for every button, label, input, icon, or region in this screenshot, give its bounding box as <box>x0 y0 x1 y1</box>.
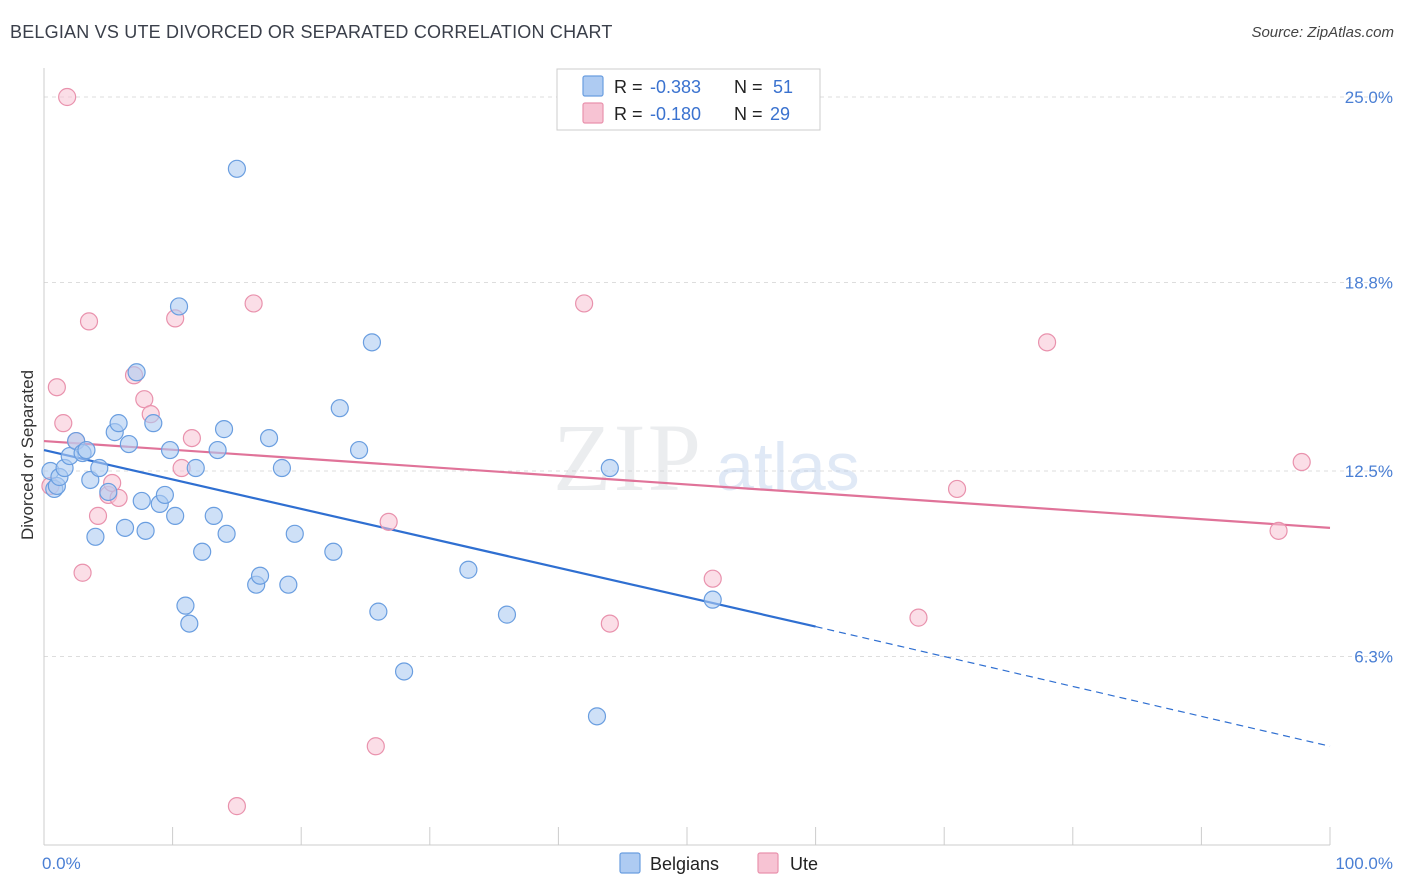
belgian-point <box>166 506 185 525</box>
ute-point <box>366 737 385 756</box>
legend-swatch-belgians <box>582 75 604 97</box>
y-tick-label: 25.0% <box>1345 88 1393 107</box>
belgian-point <box>132 491 151 511</box>
bottom-legend-label-ute: Ute <box>790 854 818 874</box>
belgian-point <box>144 414 163 433</box>
legend-n-value-belgians: 51 <box>773 77 793 97</box>
belgian-point <box>160 440 180 460</box>
ute-point <box>88 506 108 525</box>
belgian-point <box>362 333 382 352</box>
legend-r-value-belgians: -0.383 <box>650 77 701 97</box>
bottom-legend-swatch-belgians <box>619 852 641 874</box>
belgian-point <box>227 159 246 178</box>
belgian-point <box>99 482 118 502</box>
belgian-point <box>90 458 109 478</box>
belgian-point <box>204 506 223 525</box>
belgians-trend-extension <box>815 625 1331 747</box>
y-tick-label: 12.5% <box>1345 462 1393 481</box>
x-tick-label: 100.0% <box>1335 854 1393 873</box>
belgian-point <box>330 399 349 418</box>
legend-n-label-ute: N = <box>734 104 763 124</box>
ute-point <box>379 512 398 531</box>
legend-r-label-belgians: R = <box>614 77 643 97</box>
ute-point <box>1292 452 1311 472</box>
belgian-point <box>214 420 234 439</box>
belgian-point <box>349 440 369 460</box>
ute-point <box>58 87 77 107</box>
belgian-point <box>208 440 227 460</box>
belgian-point <box>176 596 195 615</box>
belgian-point <box>394 662 414 681</box>
belgian-point <box>259 428 279 448</box>
ute-point <box>600 614 619 633</box>
ute-point <box>54 414 73 433</box>
y-axis-title: Divorced or Separated <box>18 370 37 540</box>
axes <box>43 68 1331 846</box>
belgian-point <box>127 363 146 382</box>
belgian-point <box>119 434 138 454</box>
belgian-point <box>369 602 388 621</box>
belgian-point <box>703 590 722 609</box>
belgian-point <box>587 707 607 726</box>
ute-point <box>1269 521 1288 540</box>
belgian-point <box>459 560 478 579</box>
belgian-points <box>41 159 722 726</box>
legend-r-label-ute: R = <box>614 104 643 124</box>
watermark: ZIP atlas <box>553 404 860 511</box>
ute-point <box>227 797 246 816</box>
legend-swatch-ute <box>582 102 604 124</box>
legend-n-label-belgians: N = <box>734 77 763 97</box>
ute-point <box>182 428 201 448</box>
belgian-point <box>217 524 236 543</box>
tick-labels: 6.3% 12.5% 18.8% 25.0% 0.0% 100.0% <box>42 88 1393 873</box>
belgian-point <box>250 566 270 585</box>
y-tick-label: 18.8% <box>1345 274 1393 293</box>
x-tick-label: 0.0% <box>42 854 81 873</box>
source-label: Source: ZipAtlas.com <box>1251 24 1394 41</box>
belgian-point <box>109 414 128 433</box>
belgians-trend-line <box>43 448 816 628</box>
belgian-point <box>155 485 174 505</box>
belgian-point <box>77 440 96 460</box>
belgian-point <box>497 605 517 624</box>
belgian-point <box>324 542 343 561</box>
ute-point <box>73 563 92 582</box>
ute-point <box>135 390 154 409</box>
legend-r-value-ute: -0.180 <box>650 104 701 124</box>
watermark-zip: ZIP <box>553 404 703 511</box>
belgian-point <box>180 614 199 633</box>
belgian-point <box>169 297 189 316</box>
series-legend: Belgians Ute <box>619 852 818 874</box>
ute-point <box>703 569 722 588</box>
ute-point <box>244 294 263 313</box>
gridlines <box>44 96 1392 658</box>
belgian-point <box>272 458 292 478</box>
belgian-point <box>86 527 105 546</box>
y-tick-label: 6.3% <box>1354 648 1393 667</box>
ute-point <box>575 294 594 313</box>
belgian-point <box>136 521 155 540</box>
legend-n-value-ute: 29 <box>770 104 790 124</box>
belgian-point <box>285 524 304 543</box>
trend-lines <box>43 439 1331 747</box>
belgian-point <box>115 518 135 537</box>
ute-point <box>79 312 99 331</box>
belgian-point <box>186 458 205 478</box>
ute-trend-line <box>43 439 1331 529</box>
belgian-point <box>193 542 212 561</box>
belgian-point <box>600 458 619 478</box>
bottom-legend-label-belgians: Belgians <box>650 854 719 874</box>
ute-point <box>947 479 967 499</box>
belgian-point <box>279 575 298 594</box>
bottom-legend-swatch-ute <box>757 852 779 874</box>
ute-point <box>1037 333 1057 352</box>
ute-point <box>909 608 928 627</box>
chart-title: BELGIAN VS UTE DIVORCED OR SEPARATED COR… <box>10 22 613 42</box>
stats-legend: R = -0.383 N = 51 R = -0.180 N = 29 <box>556 68 821 131</box>
ute-point <box>47 378 66 397</box>
